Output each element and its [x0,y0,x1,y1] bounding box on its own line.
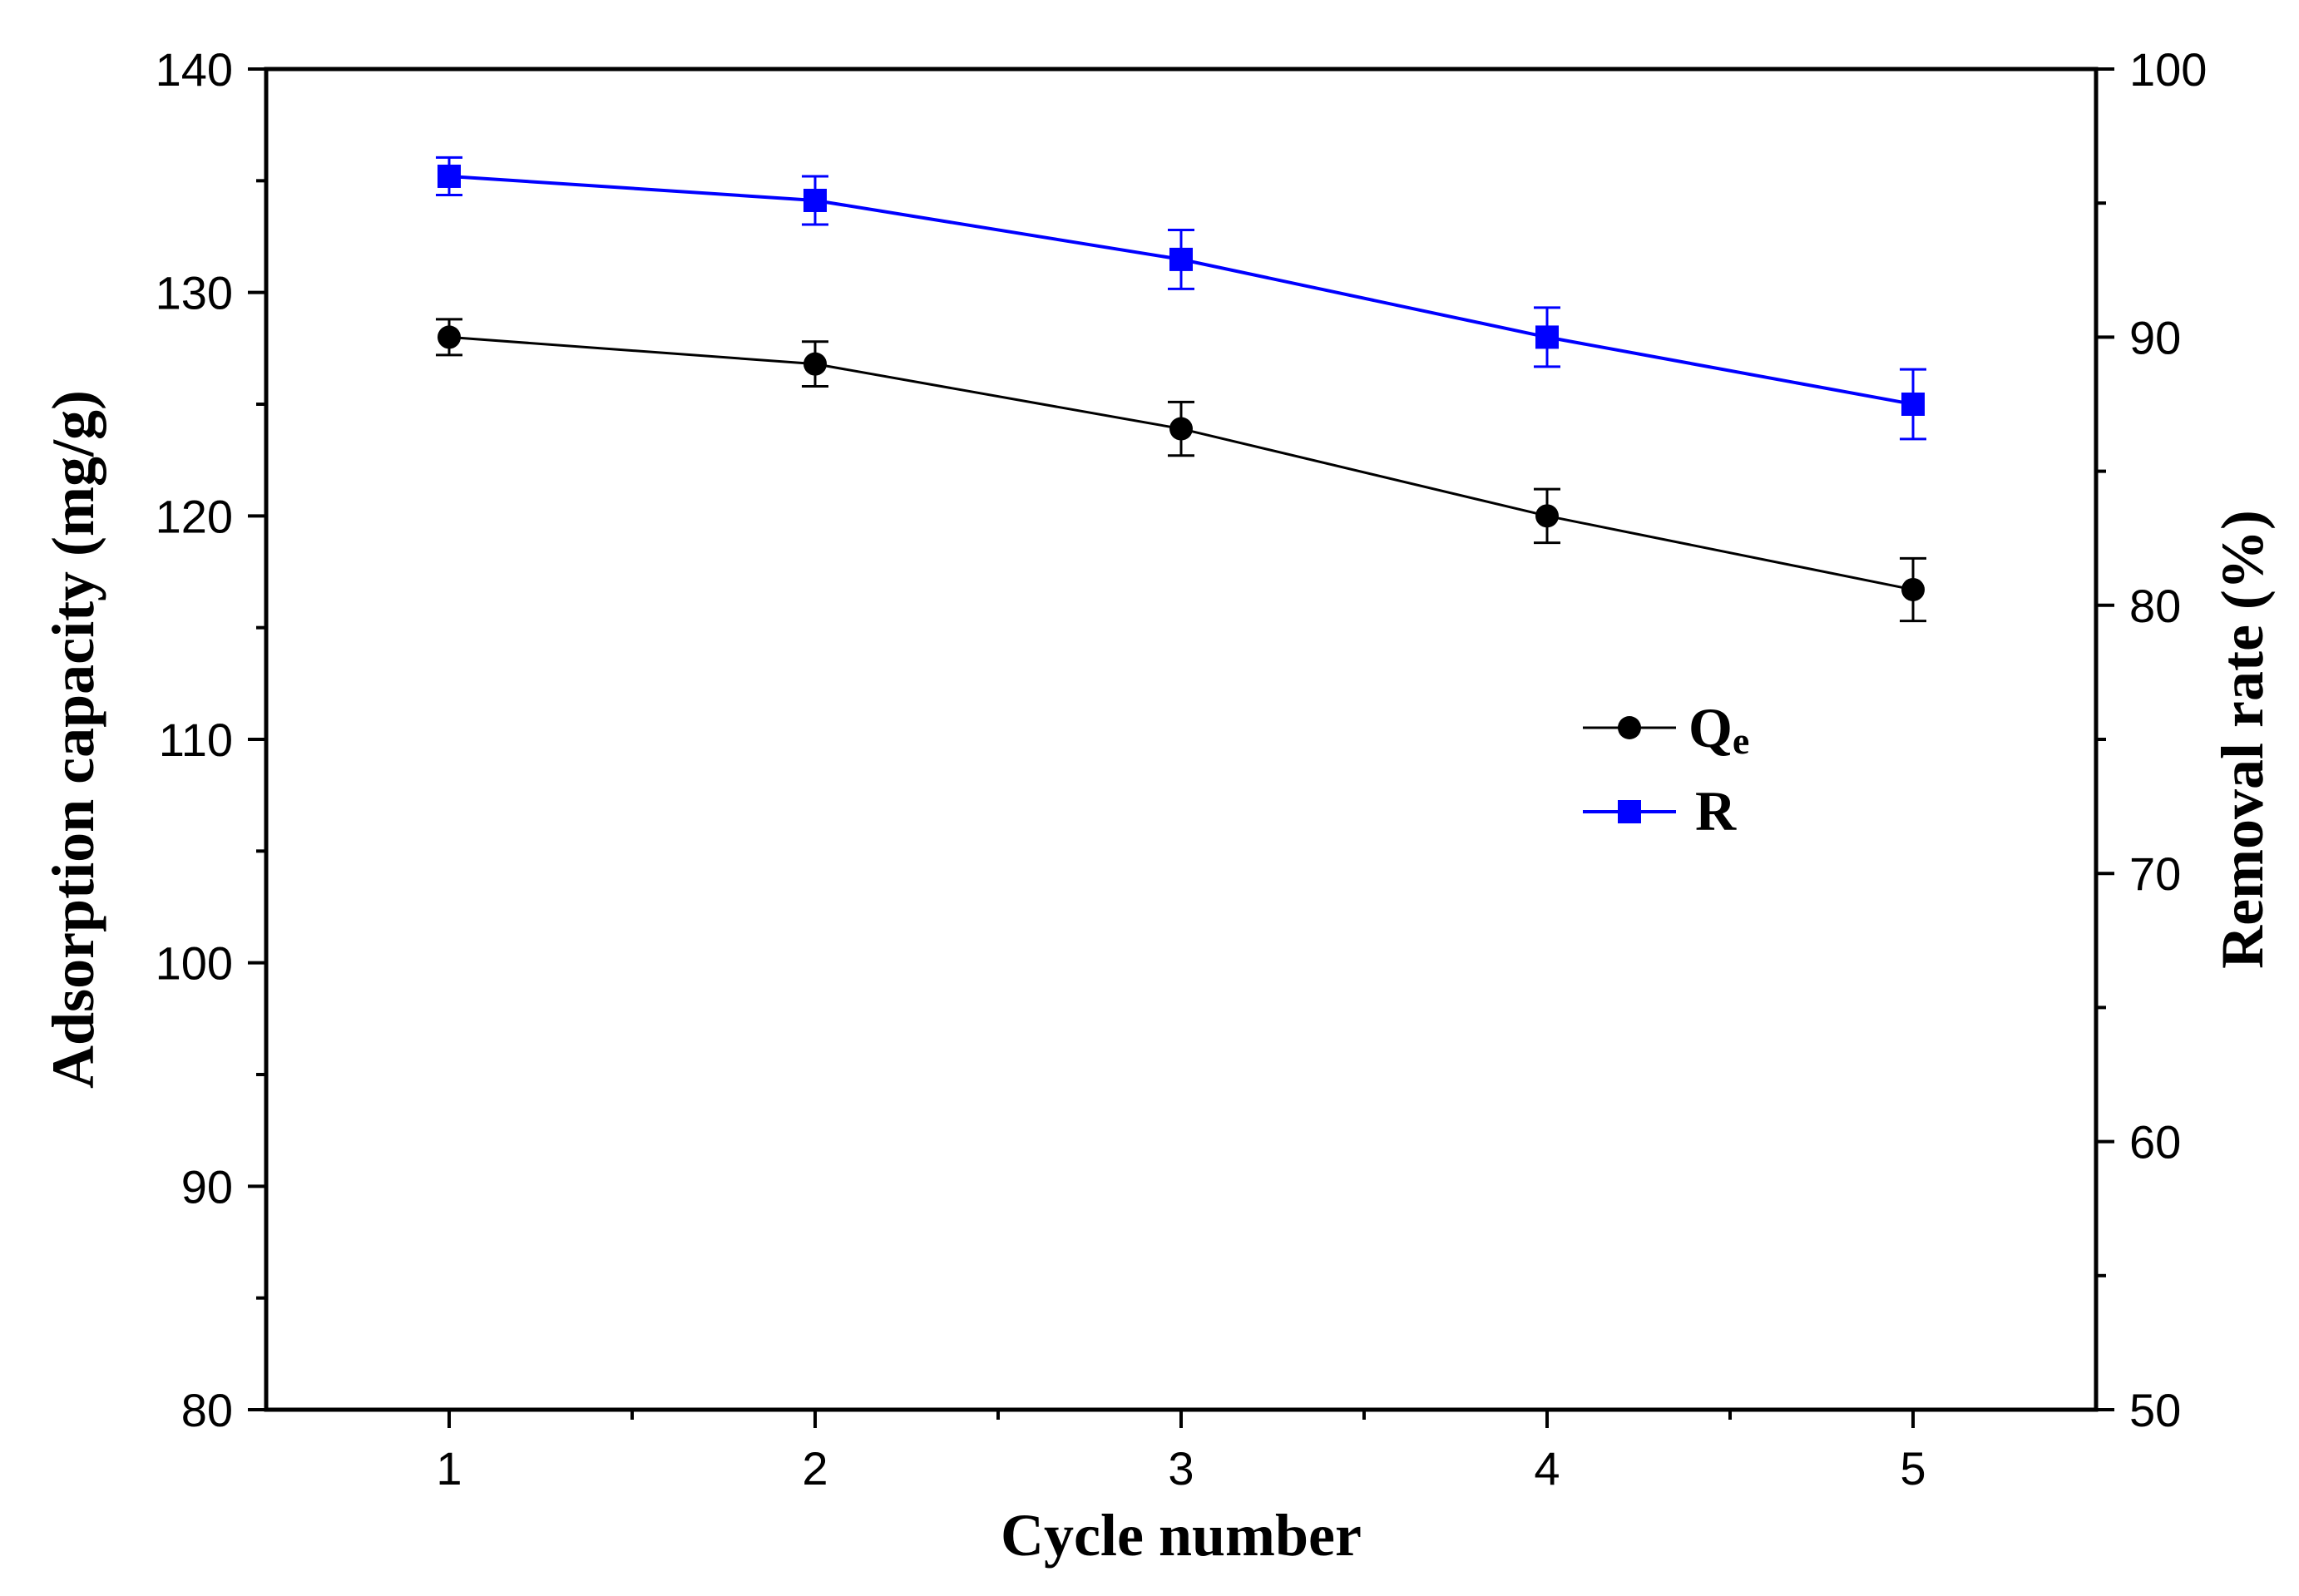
y-axis-right: 50 60 70 80 90 100 [2096,43,2207,1436]
x-tick-label-4: 4 [1534,1442,1560,1495]
y-left-tick-label-120: 120 [156,490,233,542]
data-point-qe-4 [1535,504,1559,528]
data-point-r-2 [803,188,827,212]
legend-marker-qe [1618,716,1641,739]
x-tick-label-1: 1 [436,1442,462,1495]
legend-label-r: R [1695,779,1737,842]
y-left-tick-label-130: 130 [156,267,233,319]
y-axis-left: 80 90 100 110 120 130 140 [156,43,266,1436]
data-point-r-1 [438,164,461,188]
x-axis: 1 2 3 4 5 [436,1410,1926,1495]
y-right-tick-label-70: 70 [2129,847,2181,900]
data-point-qe-2 [803,352,827,376]
x-axis-title: Cycle number [1001,1502,1362,1569]
legend-marker-r [1618,800,1641,823]
y-right-tick-label-80: 80 [2129,580,2181,632]
data-point-r-5 [1901,393,1925,416]
series-line-qe [448,335,1914,591]
y-left-tick-label-110: 110 [159,714,233,766]
data-point-qe-5 [1901,577,1925,601]
legend: Qe R [1583,696,1749,842]
y-axis-left-title: Adsorption capacity (mg/g) [40,390,106,1089]
x-tick-label-2: 2 [802,1442,828,1495]
y-left-tick-label-90: 90 [181,1160,233,1213]
y-right-tick-label-90: 90 [2129,311,2181,363]
y-right-tick-label-100: 100 [2129,43,2207,96]
y-axis-right-title: Removal rate (%) [2209,510,2276,969]
data-point-r-3 [1169,247,1193,271]
legend-label-qe-sub: e [1733,719,1749,762]
data-point-qe-1 [438,325,461,349]
data-point-r-4 [1535,325,1559,349]
legend-label-qe-main: Q [1688,696,1733,759]
series-line-r [448,174,1914,406]
y-left-tick-label-100: 100 [156,937,233,990]
y-right-tick-label-60: 60 [2129,1116,2181,1169]
x-tick-label-3: 3 [1168,1442,1194,1495]
y-right-tick-label-50: 50 [2129,1384,2181,1436]
y-left-tick-label-140: 140 [156,43,233,96]
data-point-qe-3 [1169,417,1193,441]
y-left-tick-label-80: 80 [181,1384,233,1436]
series-layer [436,156,1926,623]
x-tick-label-5: 5 [1900,1442,1926,1495]
legend-label-qe: Qe [1688,696,1749,762]
